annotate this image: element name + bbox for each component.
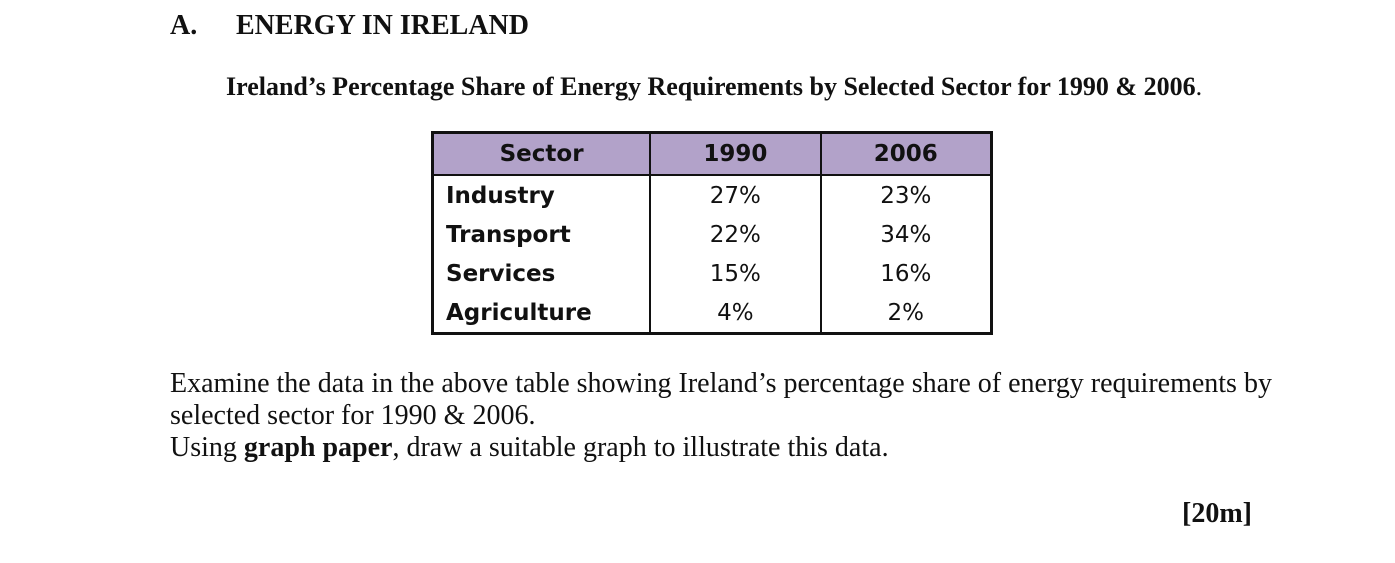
cell-1990: 4%: [649, 293, 822, 334]
cell-sector: Services: [431, 254, 652, 293]
section-title: ENERGY IN IRELAND: [236, 10, 530, 41]
table-caption-text: Ireland’s Percentage Share of Energy Req…: [226, 72, 1196, 101]
cell-2006: 16%: [819, 254, 993, 293]
cell-sector: Agriculture: [431, 293, 652, 334]
table-caption-period: .: [1195, 72, 1203, 101]
instruction-emphasis: graph paper: [243, 432, 393, 463]
instruction-line-2: Using graph paper, draw a suitable graph…: [170, 432, 1280, 464]
cell-1990: 27%: [649, 175, 822, 215]
cell-2006: 2%: [819, 293, 993, 334]
section-letter: A.: [170, 10, 198, 41]
instruction-suffix: , draw a suitable graph to illustrate th…: [392, 432, 889, 463]
header-2006: 2006: [819, 131, 993, 176]
table-caption: Ireland’s Percentage Share of Energy Req…: [226, 72, 1202, 102]
cell-sector: Transport: [431, 215, 652, 254]
table-row: Industry 27% 23%: [431, 175, 993, 215]
cell-sector: Industry: [431, 175, 652, 215]
header-sector: Sector: [431, 131, 652, 176]
question-instructions: Examine the data in the above table show…: [170, 368, 1280, 464]
cell-1990: 15%: [649, 254, 822, 293]
header-1990: 1990: [649, 131, 822, 176]
table-row: Agriculture 4% 2%: [431, 293, 993, 334]
cell-2006: 23%: [819, 175, 993, 215]
instruction-prefix: Using: [170, 432, 244, 463]
cell-2006: 34%: [819, 215, 993, 254]
energy-table: Sector 1990 2006 Industry 27% 23% Transp…: [431, 131, 993, 335]
table-row: Services 15% 16%: [431, 254, 993, 293]
table-row: Transport 22% 34%: [431, 215, 993, 254]
instruction-line-1: Examine the data in the above table show…: [170, 368, 1272, 431]
table-header-row: Sector 1990 2006: [431, 131, 993, 176]
section-heading: A. ENERGY IN IRELAND: [170, 10, 529, 42]
cell-1990: 22%: [649, 215, 822, 254]
marks-label: [20m]: [1182, 498, 1252, 529]
